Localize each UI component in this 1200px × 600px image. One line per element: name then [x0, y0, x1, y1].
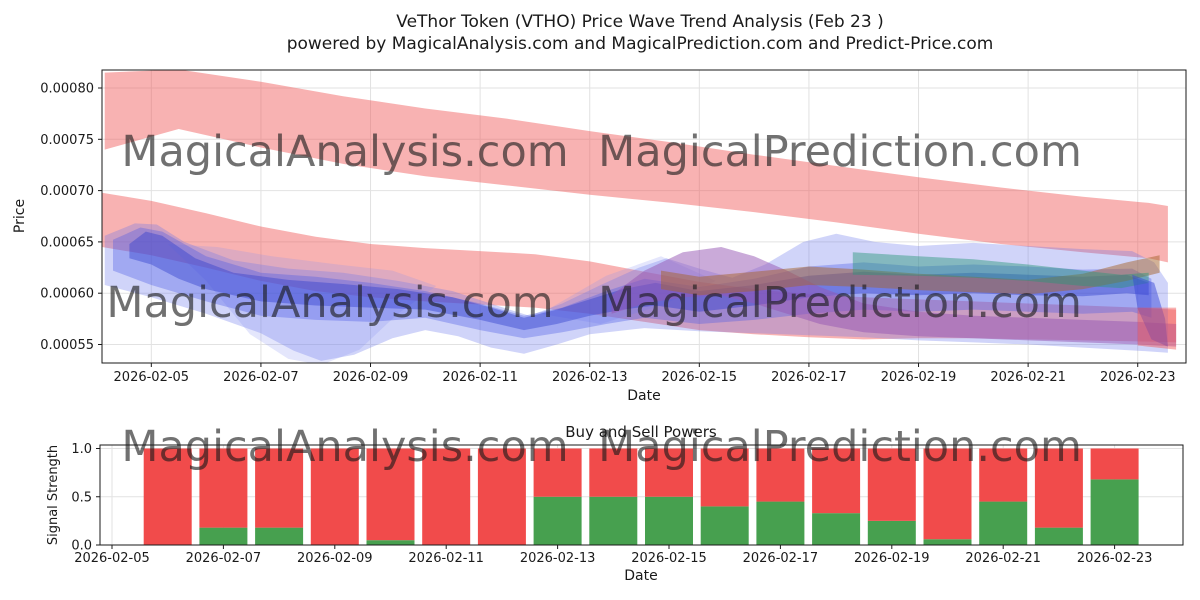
sell-bar-segment	[700, 448, 749, 507]
secondary-resistance-band	[102, 192, 1177, 343]
buy-bar-segment	[366, 540, 415, 545]
sell-bar-segment	[477, 448, 526, 545]
price-xtick-label: 2026-02-13	[552, 370, 628, 385]
price-xtick-label: 2026-02-23	[1100, 370, 1176, 385]
watermark-text: MagicalPrediction.com	[598, 127, 1082, 177]
sell-bar-segment	[923, 448, 972, 540]
forecast-band-core	[129, 231, 1149, 331]
sell-bar-segment	[533, 448, 582, 497]
price-forecast-bands	[102, 70, 1177, 363]
end-drop-band	[1132, 274, 1168, 347]
sell-bar-segment	[645, 448, 693, 497]
signal-xtick-label: 2026-02-23	[1077, 551, 1153, 566]
sell-bar-segment	[255, 448, 304, 528]
price-ytick-label: 0.00070	[40, 184, 94, 199]
signal-ytick-label: 0.0	[71, 539, 92, 554]
buy-bar-segment	[1034, 527, 1083, 545]
signal-xaxis-label: Date	[624, 568, 657, 584]
signal-xtick-label: 2026-02-05	[74, 551, 150, 566]
price-ytick-label: 0.00075	[40, 133, 94, 148]
sell-bar-segment	[310, 448, 359, 545]
signal-xtick-label: 2026-02-09	[297, 551, 373, 566]
price-xtick-label: 2026-02-09	[333, 370, 409, 385]
buy-bar-segment	[199, 527, 248, 545]
outlier-dip-band	[167, 244, 437, 363]
sell-bar-segment	[756, 448, 805, 502]
sell-bar-segment	[366, 448, 415, 541]
buy-bar-segment	[756, 501, 805, 545]
watermark-text: MagicalPrediction.com	[598, 278, 1082, 328]
price-ytick-label: 0.00065	[40, 235, 94, 250]
buy-bar-segment	[255, 527, 304, 545]
price-ytick-label: 0.00080	[40, 82, 94, 97]
sell-bar-segment	[422, 448, 471, 545]
buy-bar-segment	[589, 496, 638, 545]
price-ytick-label: 0.00060	[40, 287, 94, 302]
sell-bar-segment	[143, 448, 192, 545]
signal-yaxis-label: Signal Strength	[46, 445, 61, 545]
signal-ytick-label: 1.0	[71, 442, 92, 457]
sell-bar-segment	[867, 448, 916, 521]
sell-bar-segment	[589, 448, 638, 497]
buy-bar-segment	[867, 520, 916, 545]
buy-bar-segment	[812, 513, 861, 545]
price-yaxis-label: Price	[12, 199, 28, 233]
signal-chart-title: Buy and Sell Powers	[565, 423, 717, 441]
signal-xtick-label: 2026-02-19	[854, 551, 930, 566]
corner-red-band	[1137, 307, 1177, 350]
price-xtick-label: 2026-02-11	[442, 370, 518, 385]
price-xtick-label: 2026-02-07	[223, 370, 299, 385]
price-xtick-label: 2026-02-15	[662, 370, 738, 385]
buy-bar-segment	[533, 496, 582, 545]
signal-xtick-label: 2026-02-07	[186, 551, 262, 566]
buy-bar-segment	[923, 539, 972, 545]
price-xtick-label: 2026-02-19	[881, 370, 957, 385]
signal-xtick-label: 2026-02-13	[520, 551, 596, 566]
buy-bar-segment	[645, 496, 693, 545]
signal-xtick-label: 2026-02-17	[743, 551, 819, 566]
signal-xtick-label: 2026-02-11	[408, 551, 484, 566]
orange-overlay-band	[661, 255, 1160, 296]
signal-ytick-label: 0.5	[71, 490, 92, 505]
sell-bar-segment	[199, 448, 248, 528]
buy-bar-segment	[1090, 479, 1139, 545]
sell-bar-segment	[979, 448, 1028, 502]
signal-xtick-label: 2026-02-21	[965, 551, 1041, 566]
signal-xtick-label: 2026-02-15	[631, 551, 707, 566]
watermark-text: MagicalAnalysis.com	[106, 278, 553, 328]
price-xtick-label: 2026-02-05	[114, 370, 190, 385]
price-xaxis-label: Date	[627, 388, 660, 404]
price-xtick-label: 2026-02-17	[771, 370, 847, 385]
signal-plot-frame	[99, 444, 1184, 546]
watermark-text: MagicalPrediction.com	[598, 422, 1082, 472]
upper-resistance-band	[104, 70, 1168, 263]
chart-subtitle: powered by MagicalAnalysis.com and Magic…	[287, 34, 994, 54]
watermarks: MagicalAnalysis.com MagicalPrediction.com…	[106, 127, 1082, 472]
watermark-text: MagicalAnalysis.com	[121, 127, 568, 177]
axes-frames-and-ticks: 2026-02-05 2026-02-07 2026-02-09 2026-02-11…	[40, 69, 1187, 566]
watermark-text: MagicalAnalysis.com	[121, 422, 568, 472]
sell-bar-segment	[1034, 448, 1083, 528]
sell-bar-segment	[1090, 448, 1139, 480]
price-xtick-label: 2026-02-21	[990, 370, 1066, 385]
price-plot-frame	[101, 69, 1187, 364]
chart-title: VeThor Token (VTHO) Price Wave Trend Ana…	[396, 12, 883, 32]
sell-bar-segment	[812, 448, 861, 514]
signal-strength-bars	[143, 448, 1139, 545]
green-overlay-band	[852, 252, 1149, 289]
buy-bar-segment	[700, 506, 749, 545]
buy-bar-segment	[979, 501, 1028, 545]
price-ytick-label: 0.00055	[40, 338, 94, 353]
